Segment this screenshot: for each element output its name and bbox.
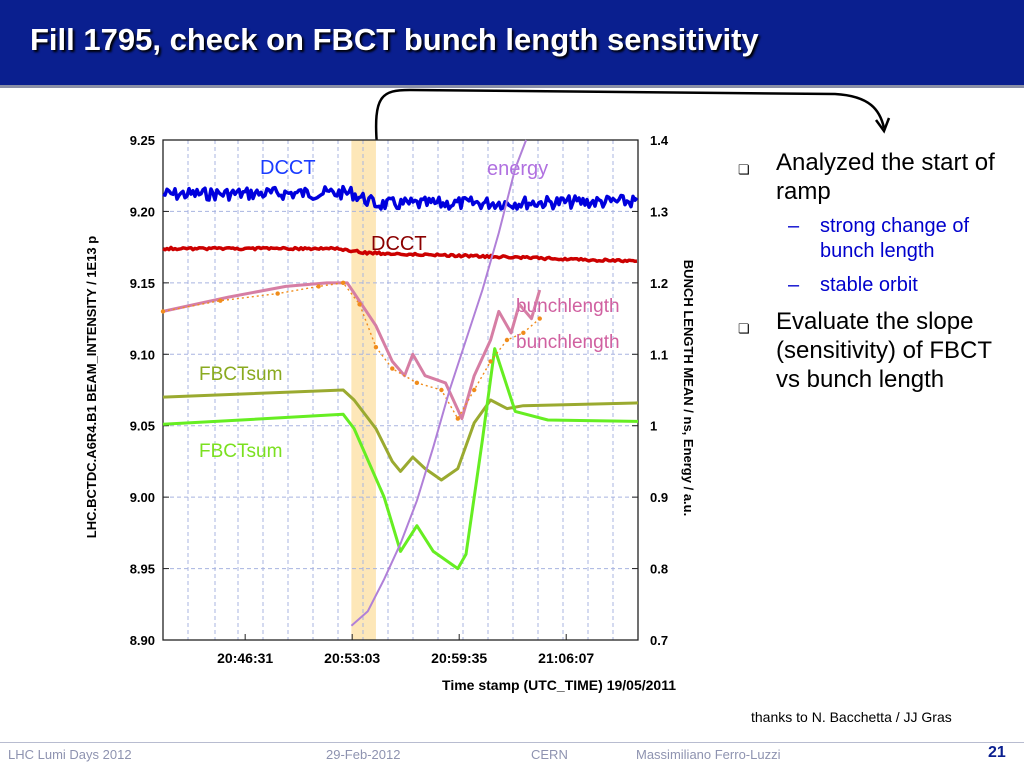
y-left-tick-label: 9.20 bbox=[130, 204, 155, 219]
footer-author: Massimiliano Ferro-Luzzi bbox=[636, 747, 781, 762]
bullet-text: Analyzed the start of ramp bbox=[776, 149, 995, 205]
series-line-2 bbox=[162, 388, 639, 482]
sub-bullet-text: stable orbit bbox=[820, 274, 918, 296]
series-point bbox=[439, 387, 444, 393]
y-right-tick-label: 0.8 bbox=[650, 562, 668, 577]
y-right-tick-label: 1.4 bbox=[650, 133, 669, 148]
plot-area bbox=[163, 140, 638, 640]
dash-bullet-icon: – bbox=[788, 274, 800, 296]
series-annotation: bunchlength bbox=[516, 332, 620, 353]
series-point bbox=[521, 330, 526, 336]
x-tick-label: 20:59:35 bbox=[431, 650, 487, 666]
series-line-1 bbox=[162, 245, 638, 264]
series-line-4 bbox=[162, 281, 542, 421]
y-left-axis-label: LHC.BCTDC.A6R4.B1 BEAM_INTENSITY / 1E13 … bbox=[84, 236, 99, 538]
series-point bbox=[275, 291, 280, 296]
title-bar: Fill 1795, check on FBCT bunch length se… bbox=[0, 0, 1024, 88]
y-left-tick-label: 9.00 bbox=[130, 490, 155, 505]
y-left-tick-label: 9.05 bbox=[130, 419, 155, 434]
y-left-tick-label: 8.95 bbox=[130, 562, 155, 577]
series-line-6 bbox=[350, 139, 528, 627]
series-annotation: bunchlength bbox=[516, 296, 620, 317]
y-right-tick-label: 0.7 bbox=[650, 633, 668, 648]
acknowledgement: thanks to N. Bacchetta / JJ Gras bbox=[751, 709, 952, 725]
y-right-tick-label: 1 bbox=[650, 419, 657, 434]
series-point bbox=[316, 284, 321, 289]
series-annotation: FBCTsum bbox=[199, 441, 282, 462]
y-right-tick-label: 0.9 bbox=[650, 490, 668, 505]
series-line-5 bbox=[162, 282, 541, 420]
series-point bbox=[357, 302, 362, 307]
y-left-tick-label: 9.10 bbox=[130, 347, 155, 362]
x-axis-label: Time stamp (UTC_TIME) 19/05/2011 bbox=[442, 677, 676, 693]
footer-org: CERN bbox=[531, 747, 568, 762]
x-tick-label: 20:46:31 bbox=[217, 650, 273, 666]
series-annotation: DCCT bbox=[260, 157, 316, 179]
series-line-0 bbox=[162, 184, 639, 211]
footer-event: LHC Lumi Days 2012 bbox=[8, 747, 132, 762]
bullet-item: ❏ Analyzed the start of ramp bbox=[738, 148, 1018, 206]
series-annotation: DCCT bbox=[371, 233, 427, 255]
ramp-highlight-band bbox=[351, 140, 376, 640]
series-point bbox=[340, 280, 346, 286]
checkbox-bullet-icon: ❏ bbox=[738, 162, 750, 177]
checkbox-bullet-icon: ❏ bbox=[738, 321, 750, 336]
y-left-tick-label: 9.25 bbox=[130, 133, 155, 148]
footer-date: 29-Feb-2012 bbox=[326, 747, 401, 762]
x-tick-label: 20:53:03 bbox=[324, 650, 380, 666]
series-point bbox=[390, 366, 395, 371]
y-right-tick-label: 1.2 bbox=[650, 276, 668, 291]
series-point bbox=[504, 337, 510, 343]
x-tick-label: 21:06:07 bbox=[538, 650, 594, 666]
sub-bullet-item: – strong change of bunch length bbox=[788, 214, 1018, 264]
bullet-item: ❏ Evaluate the slope (sensitivity) of FB… bbox=[738, 307, 1018, 394]
series-point bbox=[160, 309, 166, 314]
y-right-tick-label: 1.1 bbox=[650, 347, 668, 362]
bullet-text: Evaluate the slope (sensitivity) of FBCT… bbox=[776, 308, 992, 393]
series-line-3 bbox=[162, 347, 639, 571]
y-left-tick-label: 9.15 bbox=[130, 276, 155, 291]
series-point bbox=[373, 344, 379, 350]
series-point bbox=[537, 316, 542, 321]
series-point bbox=[414, 380, 420, 386]
series-point bbox=[218, 298, 223, 303]
series-point bbox=[455, 416, 461, 421]
series-annotation: FBCTsum bbox=[199, 364, 282, 385]
y-right-tick-label: 1.3 bbox=[650, 204, 668, 219]
sub-bullet-item: – stable orbit bbox=[788, 273, 1018, 298]
series-annotation: energy bbox=[487, 158, 548, 180]
bullet-list: ❏ Analyzed the start of ramp – strong ch… bbox=[738, 148, 1018, 402]
series-point bbox=[488, 359, 493, 364]
plot-frame bbox=[162, 139, 639, 641]
series-point bbox=[472, 387, 477, 393]
dash-bullet-icon: – bbox=[788, 215, 800, 237]
sub-bullet-text: strong change of bunch length bbox=[820, 215, 969, 262]
y-right-axis-label: BUNCH LENGTH MEAN / ns, Energy / a.u. bbox=[681, 260, 696, 516]
page-number: 21 bbox=[988, 744, 1006, 761]
y-left-tick-label: 8.90 bbox=[130, 633, 155, 648]
footer-divider bbox=[0, 742, 1024, 743]
slide-title: Fill 1795, check on FBCT bunch length se… bbox=[30, 22, 759, 57]
